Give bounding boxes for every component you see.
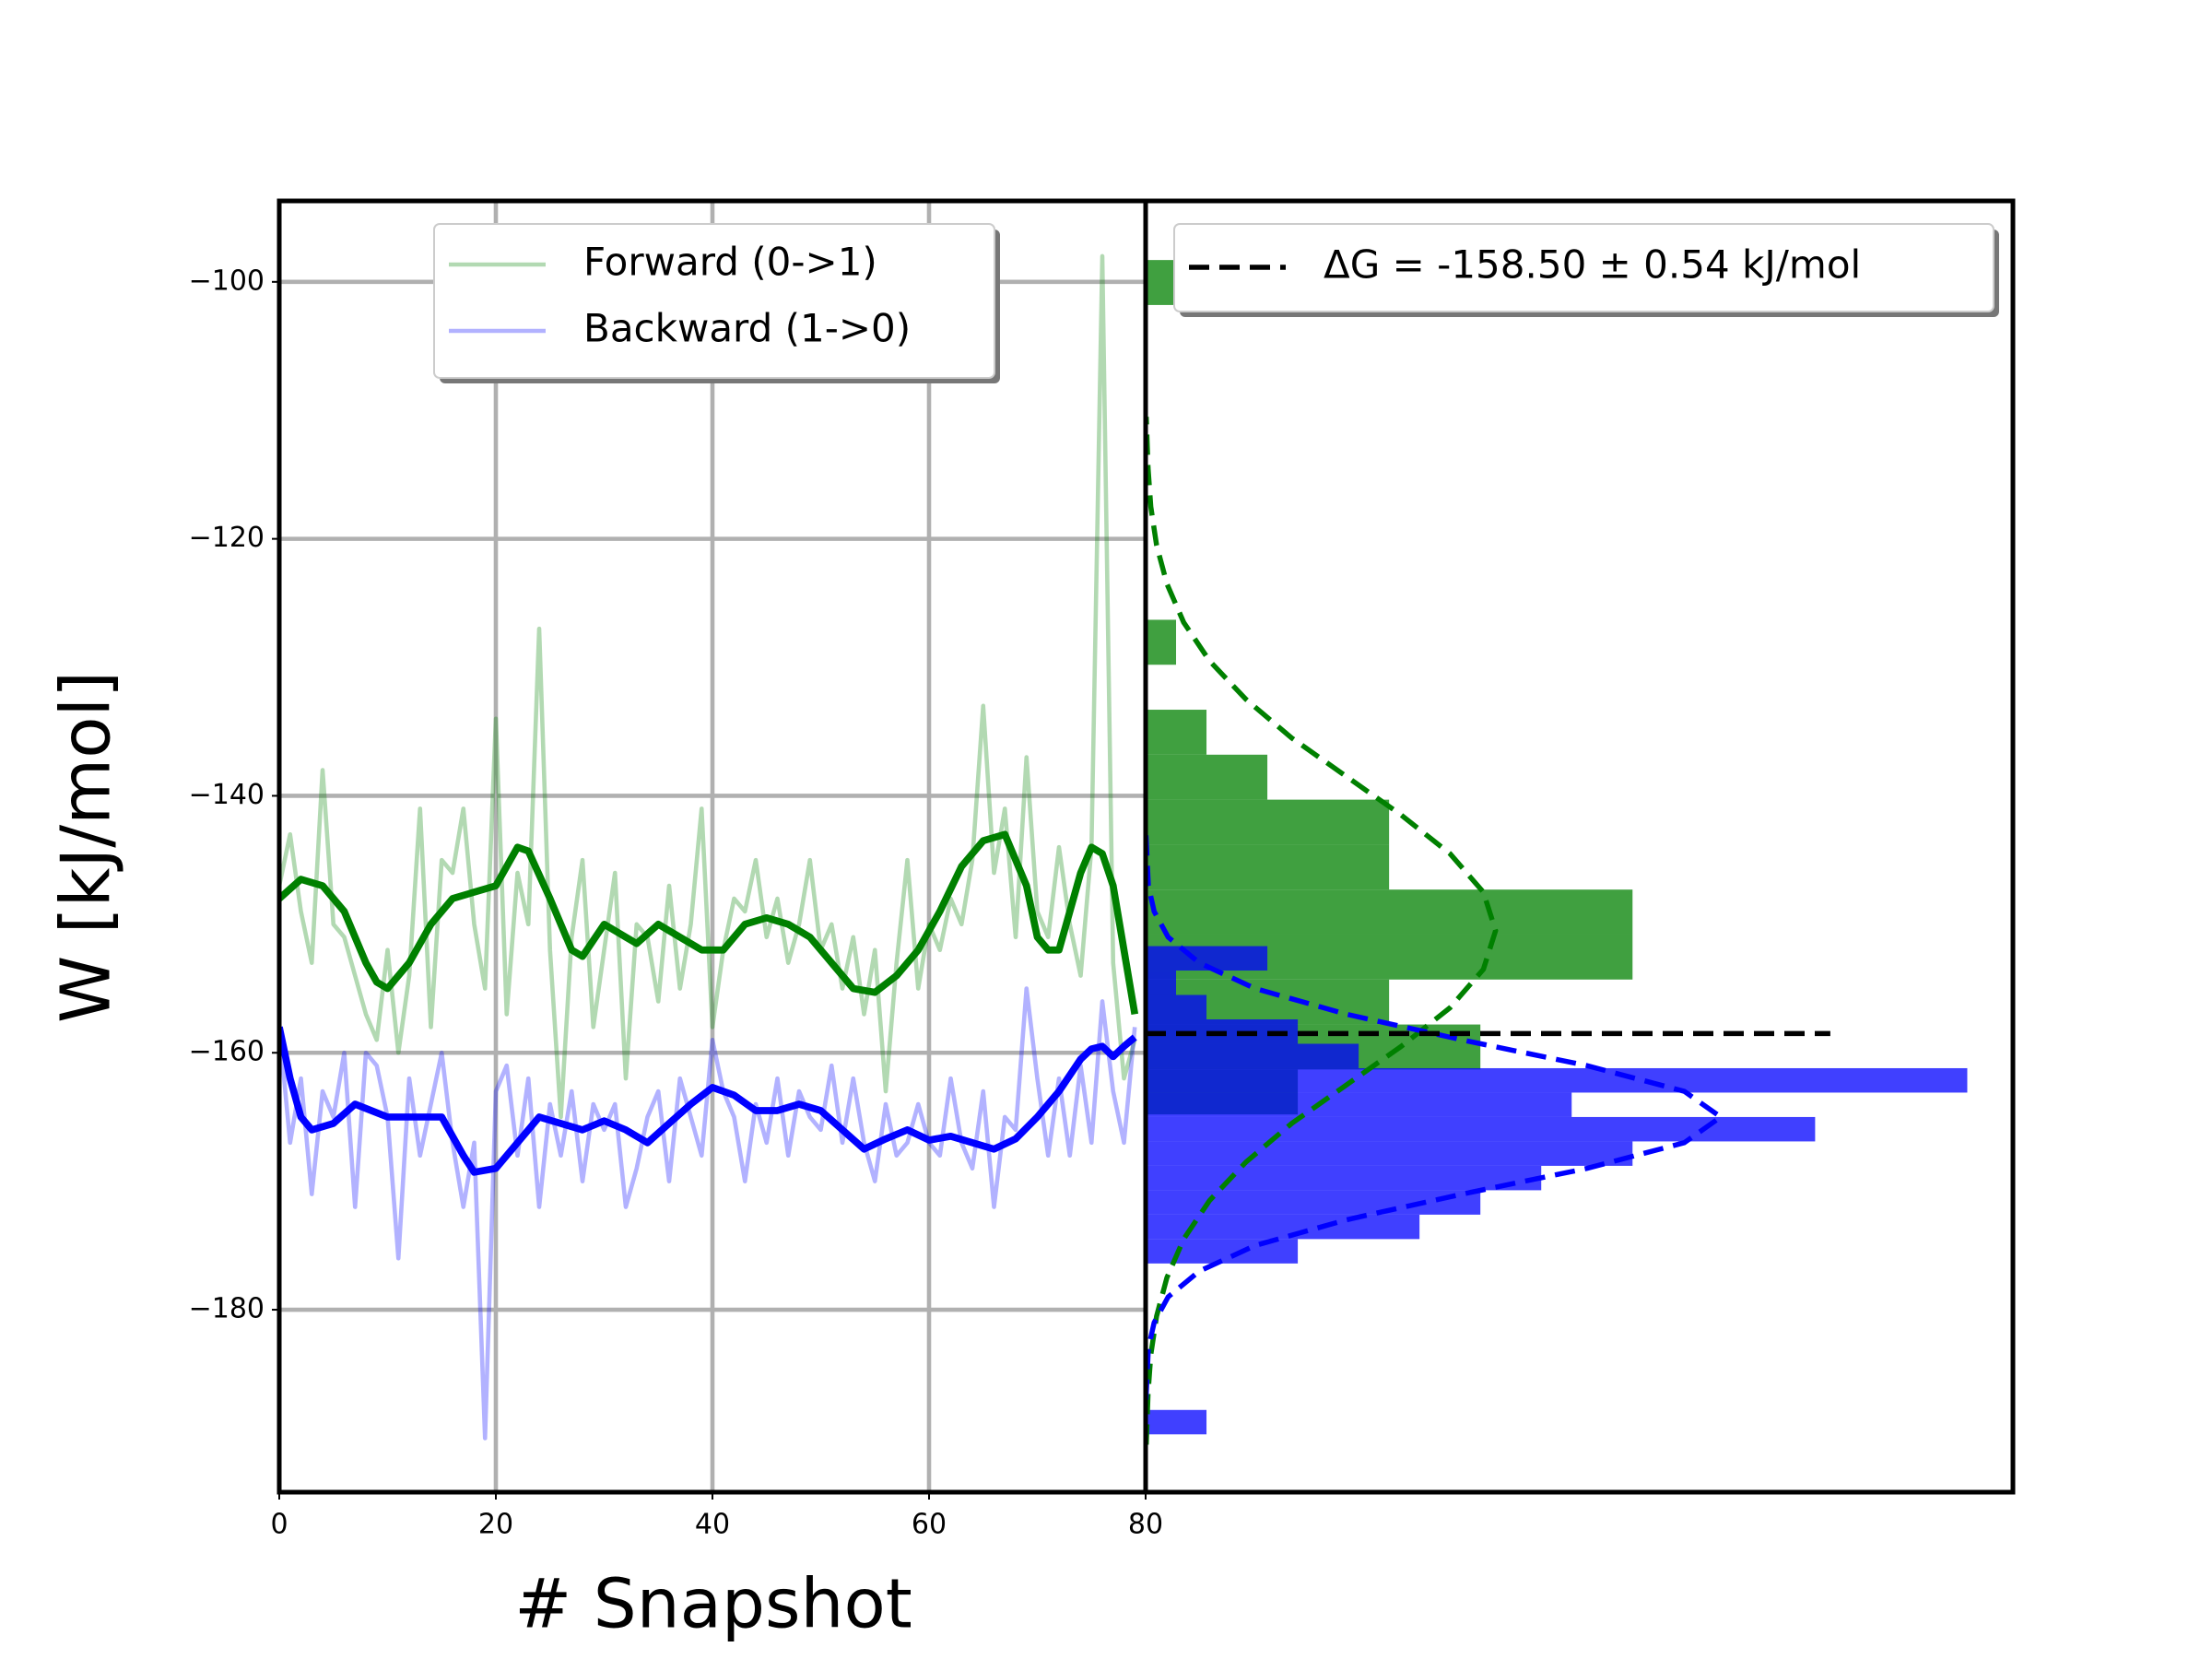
histogram-bar — [1146, 994, 1207, 1019]
y-tick-label: −180 — [189, 1293, 265, 1325]
histogram-panel — [1146, 260, 1968, 1445]
legend-label: Backward (1->0) — [583, 306, 911, 351]
smoothed-work-line — [279, 830, 1139, 1016]
legend-box — [433, 223, 995, 379]
smoothed-work-line — [279, 1026, 1137, 1176]
axes-frame — [1143, 198, 2016, 1495]
histogram-bar — [1146, 1067, 1968, 1093]
x-axis-label: # Snapshot — [514, 1565, 912, 1644]
histogram-bar — [1146, 619, 1177, 665]
legend-label: Forward (0->1) — [583, 240, 877, 285]
histogram-bar — [1146, 260, 1177, 305]
y-axis-label: W [kJ/mol] — [47, 671, 126, 1023]
y-tick-label: −120 — [189, 522, 265, 554]
histogram-bar — [1146, 1043, 1359, 1068]
legend-box — [1173, 223, 1994, 312]
histogram-bar — [1146, 1239, 1299, 1264]
histogram-bar — [1146, 844, 1390, 890]
raw-work-line — [279, 986, 1137, 1441]
histogram-bar — [1146, 1165, 1542, 1191]
legend-label: ΔG = -158.50 ± 0.54 kJ/mol — [1324, 242, 1861, 288]
histogram-bar — [1146, 889, 1633, 935]
x-tick-label: 80 — [1128, 1509, 1163, 1541]
x-tick-label: 40 — [695, 1509, 730, 1541]
y-tick-label: −160 — [189, 1036, 265, 1068]
y-tick-label: −100 — [189, 265, 265, 297]
plot-lines — [279, 253, 1139, 1441]
x-tick-label: 20 — [478, 1509, 513, 1541]
histogram-bar — [1146, 1092, 1572, 1117]
y-tick-label: −140 — [189, 779, 265, 811]
x-tick-label: 60 — [912, 1509, 947, 1541]
gaussian-fit — [1146, 417, 1499, 1445]
histogram-bar — [1146, 971, 1177, 995]
x-tick-label: 0 — [270, 1509, 288, 1541]
histogram-bar — [1146, 754, 1268, 800]
histogram-bar — [1146, 1190, 1481, 1215]
histogram-bar — [1146, 1409, 1207, 1435]
histogram-bar — [1146, 1141, 1633, 1166]
raw-work-line — [279, 253, 1137, 1120]
histogram-bar — [1146, 799, 1390, 845]
histogram-bar — [1146, 710, 1207, 755]
